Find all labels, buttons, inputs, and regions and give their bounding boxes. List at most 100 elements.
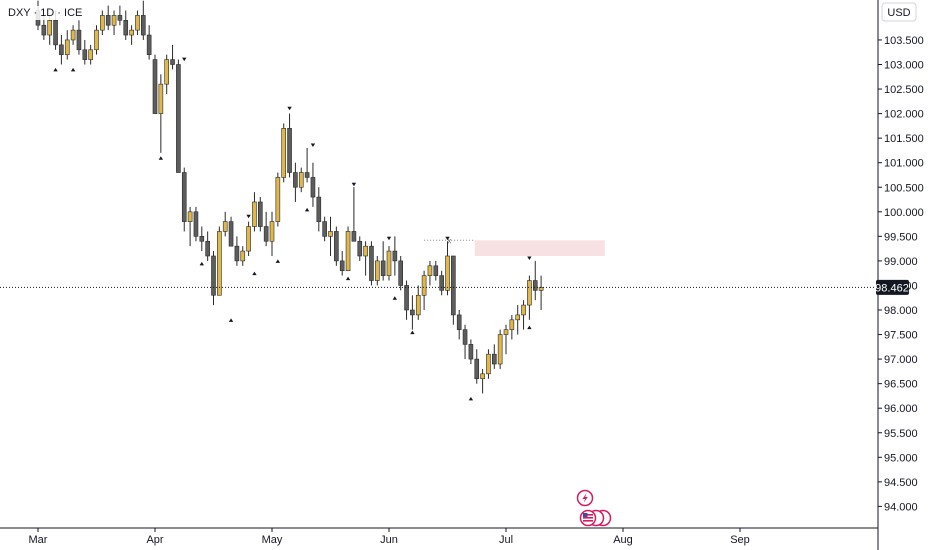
price-tick-label: 102.000 xyxy=(884,109,924,121)
candle-body-down xyxy=(369,245,374,281)
candle[interactable] xyxy=(415,285,421,320)
candle[interactable] xyxy=(263,211,269,247)
candle[interactable] xyxy=(322,216,327,242)
candle[interactable] xyxy=(76,20,82,55)
candle[interactable] xyxy=(439,270,444,296)
candle[interactable] xyxy=(70,25,76,45)
candle[interactable] xyxy=(404,280,409,320)
candle[interactable] xyxy=(456,310,462,340)
candle[interactable] xyxy=(380,241,386,281)
candle[interactable] xyxy=(451,255,456,325)
candle[interactable] xyxy=(491,344,497,369)
candle[interactable] xyxy=(129,25,134,45)
candle[interactable] xyxy=(386,246,392,281)
candle[interactable] xyxy=(351,187,357,242)
candle[interactable] xyxy=(433,260,439,281)
currency-button[interactable]: USD xyxy=(881,2,917,22)
candle[interactable] xyxy=(111,10,117,36)
candle[interactable] xyxy=(468,339,474,365)
candle[interactable] xyxy=(480,368,485,394)
candle[interactable] xyxy=(117,5,123,26)
candle[interactable] xyxy=(152,54,158,114)
chart-plot-area[interactable] xyxy=(0,0,878,528)
candle[interactable] xyxy=(369,241,374,286)
candle[interactable] xyxy=(217,226,222,296)
candle[interactable] xyxy=(374,255,380,286)
candle[interactable] xyxy=(445,241,450,296)
candle[interactable] xyxy=(205,231,210,261)
candle[interactable] xyxy=(228,216,234,247)
candle[interactable] xyxy=(100,10,105,36)
candle[interactable] xyxy=(410,295,415,330)
candle[interactable] xyxy=(211,251,216,306)
candle[interactable] xyxy=(486,349,491,379)
supply-zone[interactable] xyxy=(474,240,605,256)
candle[interactable] xyxy=(181,167,187,232)
candle[interactable] xyxy=(298,167,304,193)
candle[interactable] xyxy=(275,172,281,227)
candle[interactable] xyxy=(310,162,316,207)
candle[interactable] xyxy=(527,275,532,320)
candle[interactable] xyxy=(158,74,164,153)
candle[interactable] xyxy=(392,236,398,276)
candle[interactable] xyxy=(146,25,152,60)
candle[interactable] xyxy=(345,226,351,272)
us-flag-icon[interactable] xyxy=(579,509,612,527)
time-label: Jun xyxy=(380,534,398,546)
candle[interactable] xyxy=(462,324,468,360)
candle[interactable] xyxy=(234,236,240,266)
candle[interactable] xyxy=(474,349,480,384)
candle[interactable] xyxy=(503,324,509,355)
symbol-title[interactable]: DXY · 1D · ICE xyxy=(6,6,85,20)
candle[interactable] xyxy=(269,211,275,256)
candle[interactable] xyxy=(135,10,140,36)
candle[interactable] xyxy=(59,35,64,65)
candle[interactable] xyxy=(363,241,368,276)
candle[interactable] xyxy=(170,44,175,70)
candle[interactable] xyxy=(187,206,193,247)
candle[interactable] xyxy=(105,5,111,31)
candle[interactable] xyxy=(334,226,339,266)
candle[interactable] xyxy=(252,192,257,232)
candle[interactable] xyxy=(357,236,363,261)
candle[interactable] xyxy=(515,305,521,335)
candle[interactable] xyxy=(316,187,322,232)
swing-low-marker xyxy=(199,261,204,266)
price-axis-ticks[interactable]: 103.500 103.000 102.500 102.000 101.500 101.0… xyxy=(878,35,924,513)
candle[interactable] xyxy=(293,162,298,202)
candle[interactable] xyxy=(532,260,538,301)
candle[interactable] xyxy=(64,30,70,60)
candle[interactable] xyxy=(509,314,515,340)
candle[interactable] xyxy=(240,246,246,266)
candle[interactable] xyxy=(257,197,263,232)
candle[interactable] xyxy=(538,275,544,310)
candle[interactable] xyxy=(287,113,292,178)
candle[interactable] xyxy=(427,260,433,286)
candle[interactable] xyxy=(421,270,427,310)
candle[interactable] xyxy=(164,54,169,94)
candle[interactable] xyxy=(123,10,129,40)
candle[interactable] xyxy=(222,211,228,237)
candle[interactable] xyxy=(281,123,287,183)
candle[interactable] xyxy=(82,39,88,65)
candle[interactable] xyxy=(199,226,205,252)
candle-body-down xyxy=(205,240,210,257)
candle[interactable] xyxy=(176,59,181,173)
lightning-icon[interactable] xyxy=(576,489,594,507)
candle[interactable] xyxy=(398,255,404,291)
swing-low-marker xyxy=(410,330,415,335)
candle[interactable] xyxy=(328,216,333,256)
candle-body-up xyxy=(240,250,246,262)
candle[interactable] xyxy=(304,147,310,183)
candle[interactable] xyxy=(497,329,503,369)
candle[interactable] xyxy=(339,251,345,276)
candle[interactable] xyxy=(94,25,99,55)
time-axis-labels[interactable]: Mar Apr May Jun Jul Aug Sep xyxy=(29,528,750,546)
candle[interactable] xyxy=(521,300,526,330)
candle[interactable] xyxy=(141,0,146,40)
candle[interactable] xyxy=(88,44,93,65)
candle[interactable] xyxy=(246,221,251,256)
candle[interactable] xyxy=(47,15,53,45)
candle[interactable] xyxy=(193,206,199,242)
